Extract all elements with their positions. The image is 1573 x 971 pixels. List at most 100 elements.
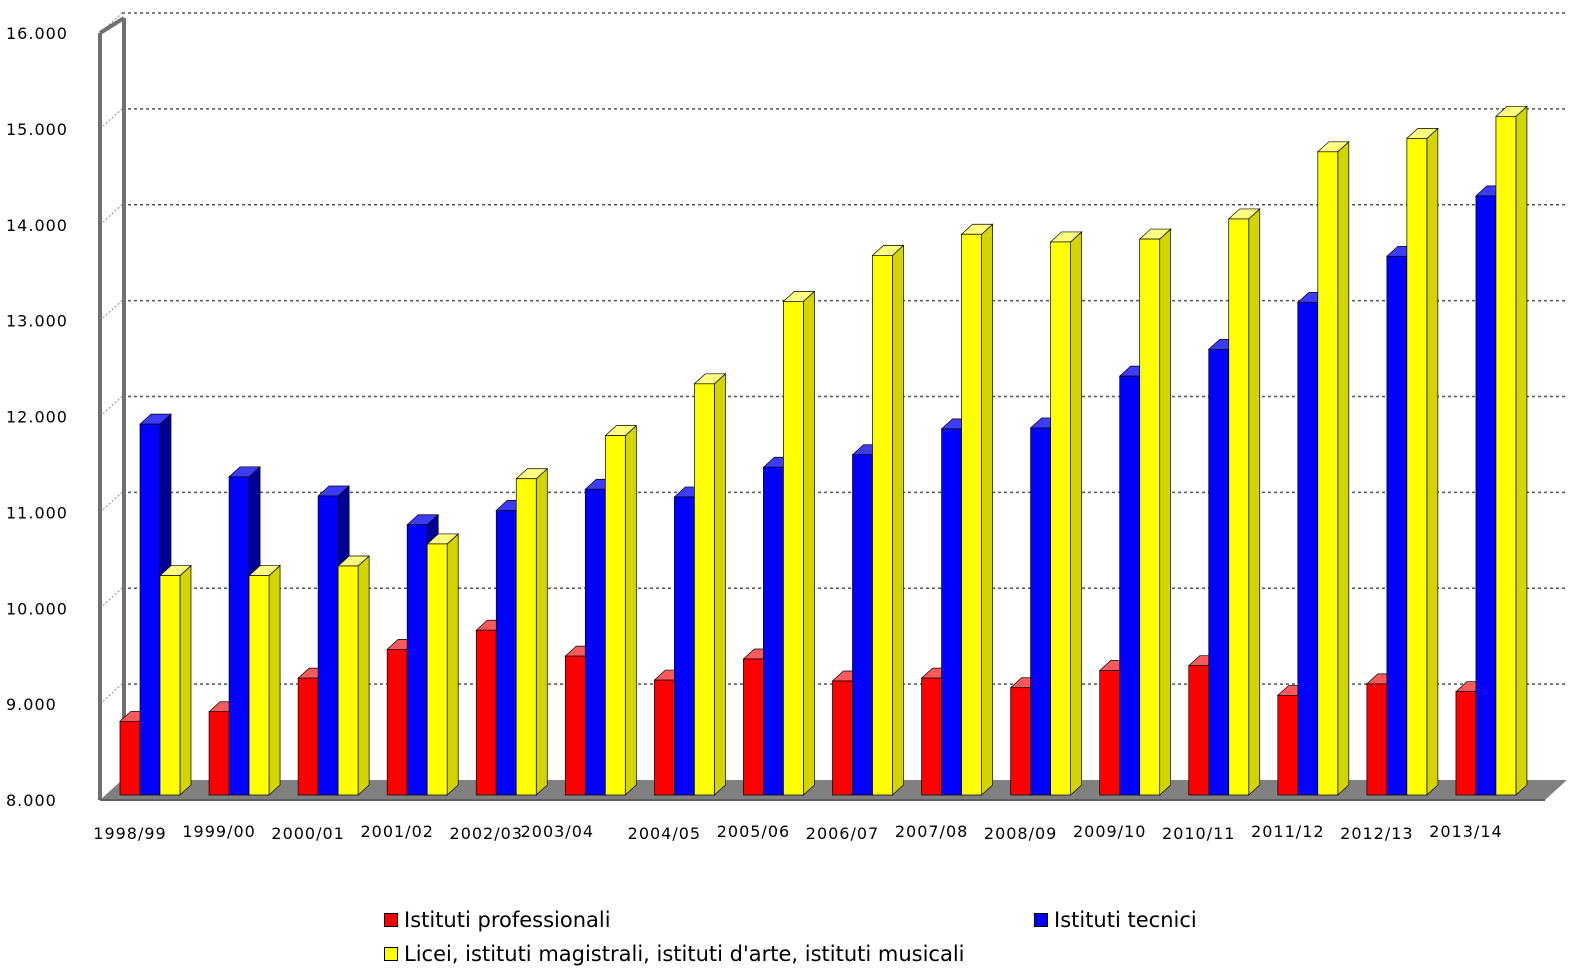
bar-front bbox=[228, 476, 250, 796]
bar-front bbox=[515, 478, 537, 796]
bar-front bbox=[564, 655, 586, 796]
bar-front bbox=[426, 543, 448, 796]
bar-front bbox=[1277, 695, 1299, 796]
bar-front bbox=[1455, 691, 1477, 796]
x-tick-label: 1998/99 bbox=[93, 824, 166, 843]
bar-side bbox=[714, 373, 726, 796]
y-tick-label: 8.000 bbox=[6, 791, 57, 810]
bar-side bbox=[1070, 231, 1082, 796]
bar-front bbox=[1099, 670, 1121, 796]
legend-swatch-red bbox=[384, 913, 398, 927]
grid-line-depth bbox=[99, 108, 123, 130]
bar-front bbox=[208, 711, 230, 796]
bar-side bbox=[179, 564, 192, 796]
bar-front bbox=[317, 495, 339, 796]
grid-line-depth bbox=[99, 396, 123, 417]
bar-front bbox=[1208, 348, 1230, 796]
bar bbox=[426, 533, 460, 796]
bar-side bbox=[268, 564, 281, 796]
bar-front bbox=[139, 423, 161, 796]
y-tick-label: 15.000 bbox=[6, 120, 68, 139]
legend-swatch-yellow bbox=[384, 947, 398, 961]
x-tick-label: 2004/05 bbox=[628, 824, 701, 843]
bar-front bbox=[941, 428, 962, 796]
bar-front bbox=[763, 466, 784, 796]
grid-line-depth bbox=[99, 683, 123, 705]
x-tick-label: 2006/07 bbox=[806, 824, 879, 843]
bar-side bbox=[535, 467, 548, 796]
x-tick-labels: 1998/99 1999/00 2000/01 2001/02 2002/032003/… bbox=[93, 822, 1501, 843]
bar bbox=[248, 564, 281, 796]
bar-front bbox=[495, 510, 517, 796]
bar-side bbox=[1248, 208, 1261, 796]
grid-line-depth bbox=[99, 492, 123, 513]
bar bbox=[1138, 228, 1172, 796]
bar-side bbox=[624, 424, 637, 796]
bar-front bbox=[832, 680, 853, 796]
bar-front bbox=[1010, 687, 1031, 796]
bar-side bbox=[892, 244, 904, 796]
bar-front bbox=[961, 233, 982, 796]
bar-front bbox=[1406, 138, 1428, 796]
bar-front bbox=[604, 435, 626, 796]
y-tick-labels: 8.000 9.000 10.000 11.000 12.000 13.000 14.000… bbox=[6, 24, 68, 810]
grid-line-depth bbox=[99, 587, 123, 609]
bar bbox=[515, 467, 549, 796]
bar-front bbox=[674, 496, 695, 796]
bar bbox=[871, 244, 905, 796]
y-tick-label: 9.000 bbox=[6, 695, 57, 714]
y-tick-label: 16.000 bbox=[6, 24, 68, 43]
bar-front bbox=[1228, 218, 1250, 796]
bar-front bbox=[406, 524, 428, 796]
legend-label-licei: Licei, istituti magistrali, istituti d'a… bbox=[404, 942, 965, 966]
x-tick-label: 2002/03 bbox=[450, 824, 523, 843]
bar-front bbox=[1317, 151, 1339, 796]
bar-side bbox=[1426, 127, 1439, 796]
legend-label-tecnici: Istituti tecnici bbox=[1054, 908, 1197, 932]
legend-item-tecnici: Istituti tecnici bbox=[1034, 908, 1197, 932]
x-tick-label: 2009/10 bbox=[1073, 822, 1146, 841]
legend-swatch-blue bbox=[1034, 913, 1048, 927]
legend-item-licei: Licei, istituti magistrali, istituti d'a… bbox=[384, 942, 965, 966]
x-tick-label: 2003/04 bbox=[521, 822, 594, 841]
x-tick-label: 2012/13 bbox=[1340, 824, 1413, 843]
bar-side bbox=[803, 290, 815, 796]
bar-front bbox=[1495, 115, 1517, 796]
bar bbox=[337, 555, 371, 796]
bar-front bbox=[584, 488, 606, 796]
bar bbox=[604, 424, 638, 796]
bar bbox=[693, 373, 727, 796]
bar-front bbox=[1119, 375, 1141, 796]
grid-line-depth bbox=[99, 300, 123, 321]
x-tick-label: 2010/11 bbox=[1162, 824, 1235, 843]
bar-side bbox=[981, 223, 993, 796]
y-tick-label: 13.000 bbox=[6, 312, 68, 331]
bar-front bbox=[248, 575, 270, 796]
bar bbox=[782, 290, 816, 796]
bar-front bbox=[159, 575, 181, 796]
y-tick-label: 14.000 bbox=[6, 216, 68, 235]
bars bbox=[119, 105, 1528, 796]
x-tick-label: 2000/01 bbox=[271, 824, 344, 843]
bar-front bbox=[119, 720, 141, 796]
bar-front bbox=[852, 454, 873, 796]
bar-side bbox=[446, 533, 459, 796]
bar-front bbox=[386, 649, 408, 796]
x-tick-label: 2008/09 bbox=[984, 824, 1057, 843]
y-tick-label: 10.000 bbox=[6, 599, 68, 618]
bar bbox=[1495, 105, 1528, 796]
bar-side bbox=[1337, 141, 1350, 796]
bar-front bbox=[694, 383, 715, 796]
bar-side bbox=[1159, 228, 1172, 796]
y-tick-label: 11.000 bbox=[6, 503, 68, 522]
bar-front bbox=[1188, 665, 1210, 796]
x-tick-label: 2005/06 bbox=[717, 822, 790, 841]
legend-item-professionali: Istituti professionali bbox=[384, 908, 611, 932]
bar bbox=[960, 223, 994, 796]
y-tick-label: 12.000 bbox=[6, 408, 68, 427]
bar-front bbox=[1297, 301, 1319, 796]
bar bbox=[159, 564, 192, 796]
legend-label-professionali: Istituti professionali bbox=[404, 908, 611, 932]
bar-front bbox=[337, 565, 359, 796]
